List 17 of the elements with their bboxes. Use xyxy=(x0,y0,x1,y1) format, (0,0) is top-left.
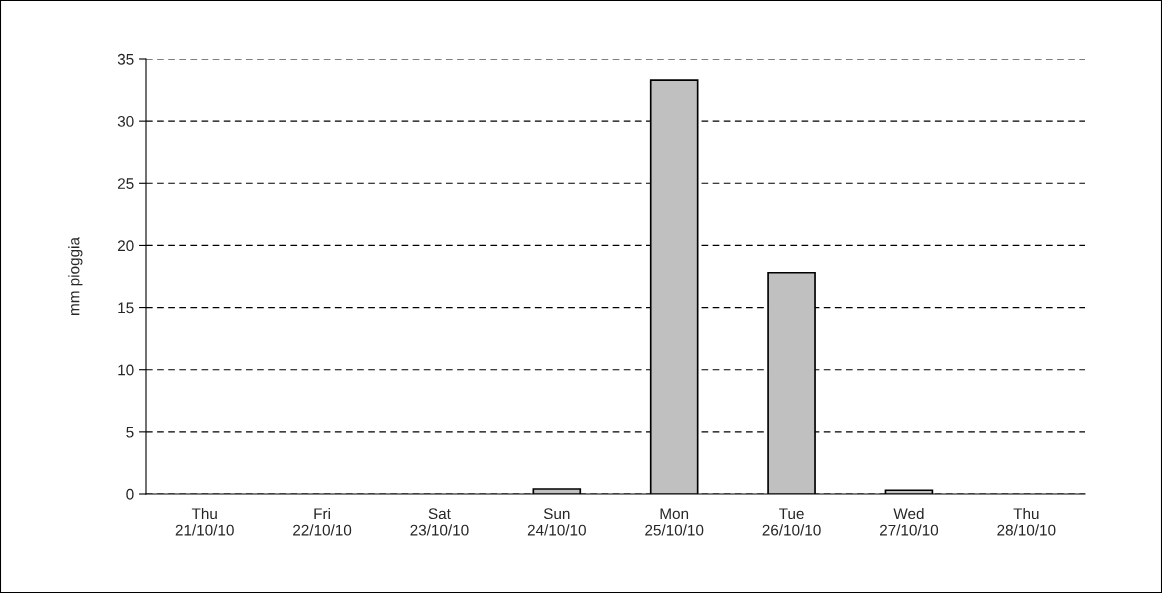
y-axis-title: mm pioggia xyxy=(68,237,83,315)
x-tick-label: Sat 23/10/10 xyxy=(410,508,469,536)
x-tick-label: Sun 24/10/10 xyxy=(527,508,586,536)
x-tick-label: Mon 25/10/10 xyxy=(645,508,704,536)
y-tick-label: 5 xyxy=(126,426,134,438)
x-tick-label: Tue 26/10/10 xyxy=(762,508,821,536)
y-tick-label: 20 xyxy=(117,240,134,252)
x-tick-label: Thu 21/10/10 xyxy=(175,507,234,536)
y-tick-label: 30 xyxy=(117,116,134,127)
x-tick-label: Thu 28/10/10 xyxy=(997,507,1056,536)
y-tick-label: 35 xyxy=(117,53,134,65)
y-tick-label: 0 xyxy=(126,488,134,500)
x-tick-label: Wed 27/10/10 xyxy=(879,507,939,536)
y-tick-label: 15 xyxy=(118,302,134,314)
x-tick-label: Fri 22/10/10 xyxy=(293,507,352,536)
y-tick-label: 10 xyxy=(118,364,134,376)
y-tick-label: 25 xyxy=(117,178,134,189)
